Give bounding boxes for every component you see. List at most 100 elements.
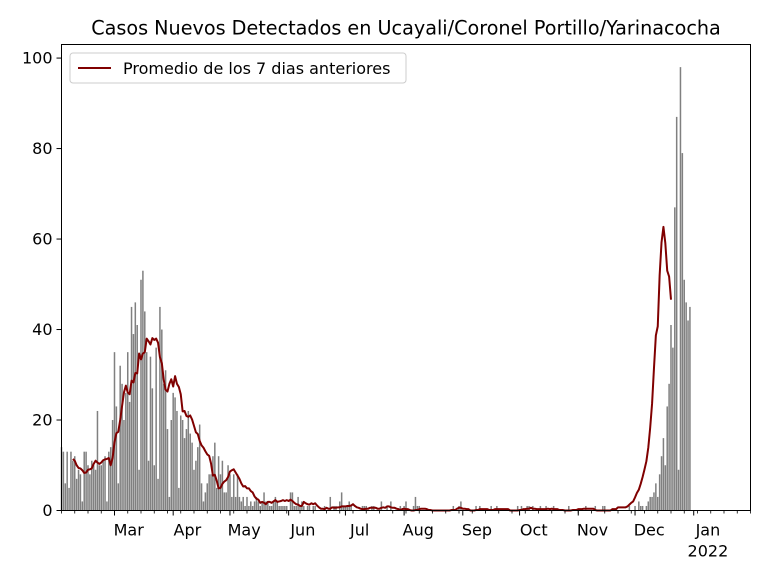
bar [115, 406, 118, 511]
bar [108, 451, 110, 511]
bar [77, 469, 80, 511]
bar [200, 483, 203, 511]
bar [79, 474, 82, 511]
bar [651, 496, 653, 511]
bar [282, 505, 284, 511]
bar [645, 505, 648, 511]
bar [151, 388, 154, 511]
bar [685, 302, 687, 511]
bar [399, 505, 402, 511]
bar [161, 329, 163, 511]
chart-title: Casos Nuevos Detectados en Ucayali/Coron… [91, 17, 721, 40]
bar [380, 501, 383, 511]
bar [276, 501, 279, 511]
bar [285, 505, 288, 511]
bar [231, 496, 233, 511]
bar [687, 320, 689, 511]
bar [660, 456, 663, 511]
bar [416, 505, 419, 511]
bar [295, 505, 297, 511]
bar [681, 153, 684, 511]
bar [236, 474, 239, 511]
bar [91, 460, 93, 511]
bar [270, 505, 273, 511]
bar [183, 438, 186, 511]
bar [176, 410, 178, 511]
x-tick-label: Aug [403, 521, 434, 540]
bar [191, 442, 193, 511]
bar [189, 433, 191, 511]
bar [293, 505, 296, 511]
y-axis: 0 20 40 60 80 100 [22, 49, 62, 520]
bar [121, 383, 123, 511]
bar [666, 406, 668, 511]
bar [647, 501, 650, 511]
y-tick-label: 60 [32, 230, 52, 249]
bar [123, 420, 125, 511]
bar [142, 270, 144, 511]
bar [234, 496, 237, 511]
bar [350, 505, 352, 511]
bar [227, 465, 229, 511]
bar [198, 424, 201, 511]
x-axis: Mar Apr May Jun Jul Aug Sep Oct Nov Dec Jan 2022 [61, 510, 751, 561]
bar [134, 302, 137, 511]
bar [238, 496, 241, 511]
bar [149, 356, 152, 511]
bar [96, 410, 99, 511]
bar [219, 474, 222, 511]
bar [272, 501, 275, 511]
bar [246, 496, 248, 511]
bar [253, 501, 256, 511]
x-tick-sublabel: 2022 [688, 542, 729, 561]
bar [602, 505, 604, 511]
bar [594, 505, 597, 511]
bar [568, 505, 570, 511]
bar [460, 501, 462, 511]
bar [475, 505, 477, 511]
x-tick-label: Jul [349, 521, 369, 540]
bar [159, 306, 161, 511]
bar [677, 469, 680, 511]
bar [603, 505, 606, 511]
bar [181, 420, 184, 511]
series-line [72, 225, 672, 512]
bar [338, 501, 341, 511]
bar [674, 207, 676, 511]
bar [140, 279, 142, 511]
bar [280, 505, 282, 511]
bar [299, 505, 301, 511]
bar [208, 474, 210, 511]
bar [204, 492, 207, 511]
bar [128, 401, 131, 511]
bar [668, 383, 670, 511]
bar [278, 505, 280, 511]
bar [89, 474, 91, 511]
bar [206, 483, 208, 511]
x-tick-label: Mar [114, 521, 145, 540]
bar [628, 505, 631, 511]
bar [100, 465, 102, 511]
bar [664, 465, 667, 511]
bar [210, 474, 212, 511]
legend: Promedio de los 7 dias anteriores [69, 52, 407, 84]
x-tick-label: Jun [289, 521, 315, 540]
bar [187, 410, 190, 511]
bar [312, 505, 314, 511]
bar [162, 383, 165, 511]
bar [232, 474, 235, 511]
bar [104, 456, 106, 511]
bar [70, 451, 72, 511]
bar [193, 469, 195, 511]
bar [85, 451, 87, 511]
bar [87, 465, 89, 511]
bar [75, 478, 78, 511]
bar [289, 492, 292, 511]
bar [125, 392, 127, 511]
bar [672, 347, 674, 511]
bar [638, 501, 640, 511]
bar [662, 438, 665, 511]
bar [94, 469, 97, 511]
bar [340, 492, 343, 511]
